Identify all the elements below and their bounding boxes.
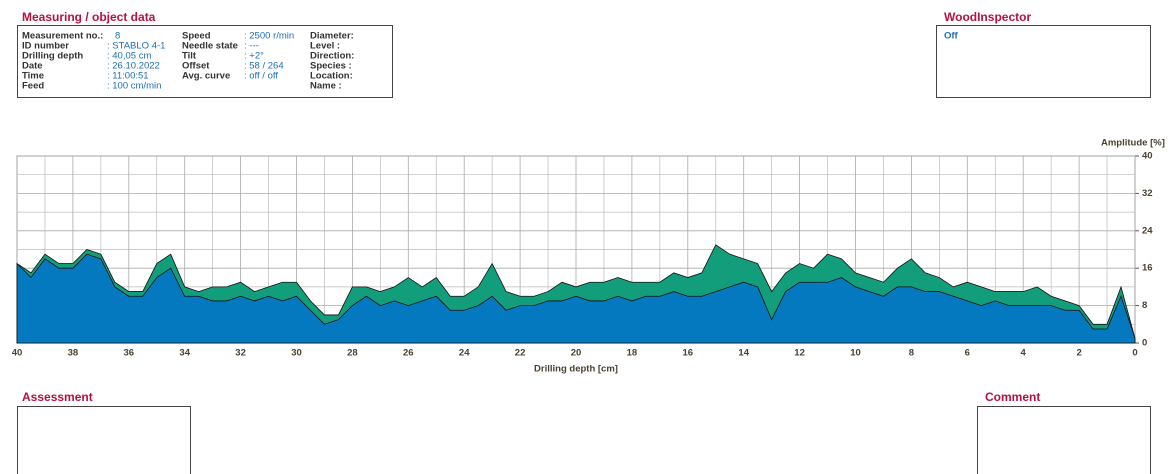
x-tick-label: 30 — [291, 348, 302, 359]
x-tick-label: 6 — [965, 348, 970, 359]
field-label: Tilt — [182, 51, 197, 62]
panel-title: Assessment — [22, 390, 93, 404]
x-tick-label: 0 — [1132, 348, 1137, 359]
x-tick-label: 20 — [571, 348, 582, 359]
x-tick-label: 14 — [738, 348, 749, 359]
x-axis-label: Drilling depth [cm] — [534, 364, 618, 375]
field-label: Species : — [310, 61, 352, 72]
x-tick-label: 12 — [794, 348, 805, 359]
x-tick-label: 28 — [347, 348, 358, 359]
field-label: Speed — [182, 31, 211, 42]
x-tick-label: 34 — [179, 348, 190, 359]
field-value: : +2° — [244, 51, 264, 62]
field-label: Diameter: — [310, 31, 354, 42]
field-label: Name : — [310, 81, 342, 92]
x-tick-label: 18 — [627, 348, 638, 359]
field-value: : 58 / 264 — [244, 61, 284, 72]
field-value: : 100 cm/min — [107, 81, 161, 92]
y-tick-label: 16 — [1142, 263, 1153, 274]
panel-title: Measuring / object data — [22, 10, 156, 24]
x-tick-label: 10 — [850, 348, 861, 359]
field-value: : 40,05 cm — [107, 51, 151, 62]
field-label: Level : — [310, 41, 340, 52]
field-label: Drilling depth — [22, 51, 83, 62]
wood-box — [936, 25, 1151, 98]
y-tick-label: 8 — [1142, 300, 1147, 311]
x-tick-label: 16 — [683, 348, 694, 359]
y-tick-label: 40 — [1142, 151, 1153, 162]
field-label: Direction: — [310, 51, 354, 62]
field-label: Measurement no.: — [22, 31, 103, 42]
y-axis-label: Amplitude [%] — [1101, 138, 1165, 149]
wood-value: Off — [944, 31, 959, 42]
field-value: : 11:00:51 — [107, 71, 149, 82]
field-value: : STABLO 4-1 — [107, 41, 165, 52]
field-value: : 26.10.2022 — [107, 61, 160, 72]
field-label: Offset — [182, 61, 210, 72]
x-tick-label: 2 — [1076, 348, 1081, 359]
field-value: : --- — [244, 41, 259, 52]
x-tick-label: 4 — [1021, 348, 1027, 359]
field-label: Location: — [310, 71, 353, 82]
field-label: Avg. curve — [182, 71, 230, 82]
x-tick-label: 26 — [403, 348, 414, 359]
field-label: Feed — [22, 81, 44, 92]
x-tick-label: 32 — [235, 348, 246, 359]
panel-title: WoodInspector — [944, 10, 1031, 24]
x-tick-label: 8 — [909, 348, 914, 359]
field-value: 8 — [115, 31, 120, 42]
field-label: Date — [22, 61, 43, 72]
area — [16, 253, 1136, 344]
field-label: Time — [22, 71, 44, 82]
y-tick-label: 32 — [1142, 188, 1153, 199]
panel-title: Comment — [985, 390, 1040, 404]
y-tick-label: 24 — [1142, 225, 1153, 236]
comment-box — [977, 406, 1151, 474]
object-box — [17, 25, 393, 98]
x-tick-label: 36 — [124, 348, 135, 359]
field-value: : off / off — [244, 71, 278, 82]
x-tick-label: 22 — [515, 348, 526, 359]
x-tick-label: 24 — [459, 348, 470, 359]
field-label: Needle state — [182, 41, 238, 52]
x-tick-label: 38 — [68, 348, 79, 359]
x-tick-label: 40 — [12, 348, 23, 359]
field-label: ID number — [22, 41, 69, 52]
y-tick-label: 0 — [1142, 338, 1147, 349]
assessment-box — [17, 406, 191, 474]
field-value: : 2500 r/min — [244, 31, 294, 42]
